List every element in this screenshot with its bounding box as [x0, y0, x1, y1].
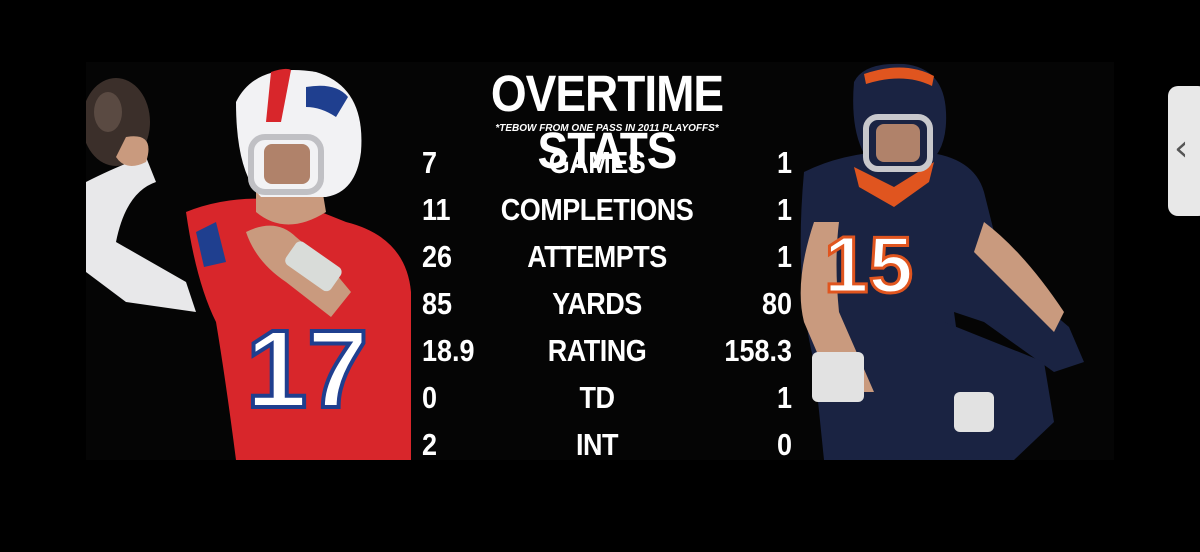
stat-right-value: 0: [776, 428, 792, 460]
left-player-image: 17: [86, 68, 411, 460]
stat-row-completions: 11 COMPLETIONS 1: [416, 184, 796, 237]
stat-row-td: 0 TD 1: [416, 372, 796, 425]
stat-label: INT: [576, 428, 619, 460]
stat-label: COMPLETIONS: [500, 193, 694, 227]
stat-left-value: 18.9: [422, 334, 475, 368]
left-jersey-number: 17: [246, 308, 368, 431]
stat-left-value: 2: [422, 428, 438, 460]
stat-left-value: 11: [422, 193, 451, 227]
overtime-stats-graphic: 17 15 OVERTIME STATS *TEBOW FROM ONE PAS…: [86, 62, 1114, 460]
stat-right-value: 1: [776, 240, 792, 274]
stat-label: ATTEMPTS: [527, 240, 667, 274]
stat-right-value: 1: [776, 381, 792, 415]
stat-row-yards: 85 YARDS 80: [416, 278, 796, 331]
stat-row-games: 7 GAMES 1: [416, 137, 796, 190]
stat-left-value: 26: [422, 240, 453, 274]
stat-label: TD: [579, 381, 616, 415]
stat-label: GAMES: [548, 146, 646, 180]
stat-right-value: 1: [776, 193, 792, 227]
stat-row-attempts: 26 ATTEMPTS 1: [416, 231, 796, 284]
side-panel-handle[interactable]: ‹: [1168, 86, 1200, 216]
right-player-image: 15: [800, 63, 1084, 460]
right-jersey-number: 15: [824, 220, 913, 309]
stat-right-value: 158.3: [724, 334, 792, 368]
stat-label: RATING: [547, 334, 647, 368]
stat-row-int: 2 INT 0: [416, 419, 796, 460]
stat-left-value: 85: [422, 287, 453, 321]
stat-right-value: 1: [776, 146, 792, 180]
graphic-subtitle: *TEBOW FROM ONE PASS IN 2011 PLAYOFFS*: [495, 123, 719, 134]
stat-left-value: 0: [422, 381, 438, 415]
stat-label: YARDS: [552, 287, 642, 321]
stat-left-value: 7: [422, 146, 438, 180]
chevron-left-icon: ‹: [1174, 128, 1189, 169]
graphic-title: OVERTIME STATS: [490, 64, 724, 180]
stat-row-rating: 18.9 RATING 158.3: [416, 325, 796, 378]
stat-right-value: 80: [761, 287, 792, 321]
stats-table: 7 GAMES 1 11 COMPLETIONS 1 26 ATTEMPTS 1…: [416, 140, 796, 460]
